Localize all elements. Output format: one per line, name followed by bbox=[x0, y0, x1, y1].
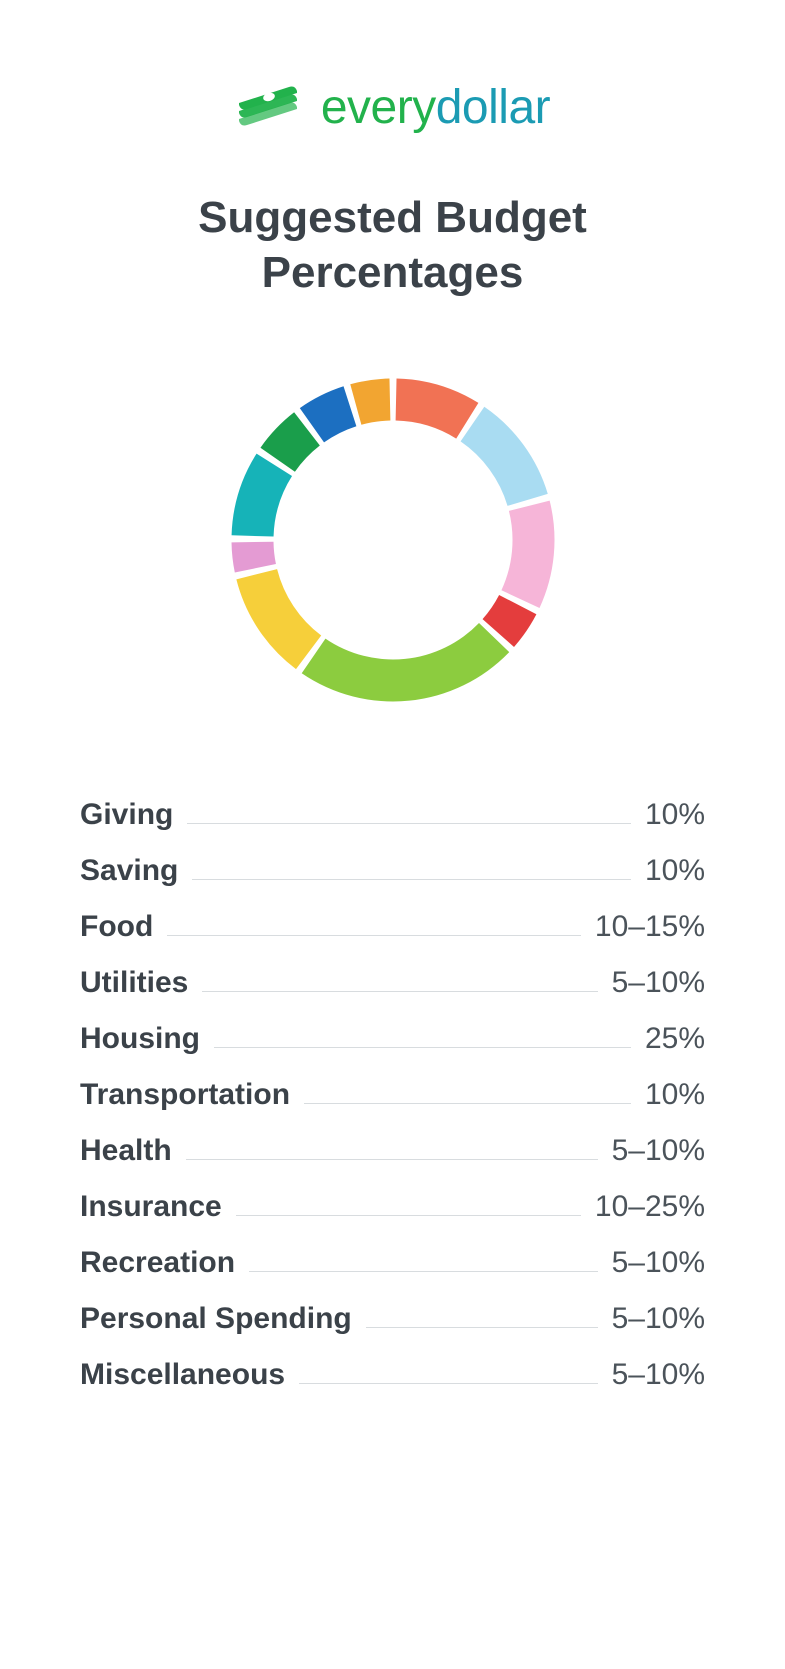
budget-row: Transportation 10% bbox=[80, 1080, 705, 1111]
budget-row-label: Recreation bbox=[80, 1248, 235, 1278]
row-divider bbox=[187, 823, 631, 824]
budget-row-value: 10–15% bbox=[595, 912, 705, 942]
budget-row: Recreation 5–10% bbox=[80, 1248, 705, 1279]
budget-donut-chart bbox=[223, 370, 563, 710]
budget-row: Giving 10% bbox=[80, 800, 705, 831]
page-title: Suggested Budget Percentages bbox=[80, 190, 705, 300]
budget-row: Health 5–10% bbox=[80, 1136, 705, 1167]
budget-row-value: 10–25% bbox=[595, 1192, 705, 1222]
donut-segment-giving bbox=[395, 379, 478, 439]
donut-segment-miscellaneous bbox=[350, 379, 390, 425]
budget-row: Food 10–15% bbox=[80, 912, 705, 943]
budget-row-value: 5–10% bbox=[612, 1136, 705, 1166]
budget-row-label: Transportation bbox=[80, 1080, 290, 1110]
row-divider bbox=[299, 1383, 598, 1384]
row-divider bbox=[214, 1047, 631, 1048]
budget-row-value: 10% bbox=[645, 856, 705, 886]
budget-row-label: Saving bbox=[80, 856, 178, 886]
row-divider bbox=[236, 1215, 581, 1216]
budget-row: Insurance 10–25% bbox=[80, 1192, 705, 1223]
row-divider bbox=[186, 1159, 598, 1160]
budget-row-label: Miscellaneous bbox=[80, 1360, 285, 1390]
logo-text: everydollar bbox=[321, 80, 550, 135]
budget-row: Housing 25% bbox=[80, 1024, 705, 1055]
budget-list: Giving 10% Saving 10% Food 10–15% Utilities 5–1… bbox=[80, 800, 705, 1416]
row-divider bbox=[192, 879, 631, 880]
budget-row-value: 5–10% bbox=[612, 968, 705, 998]
row-divider bbox=[202, 991, 597, 992]
budget-row-value: 5–10% bbox=[612, 1360, 705, 1390]
budget-row-label: Personal Spending bbox=[80, 1304, 352, 1334]
budget-row-value: 25% bbox=[645, 1024, 705, 1054]
budget-row: Personal Spending 5–10% bbox=[80, 1304, 705, 1335]
budget-row-label: Utilities bbox=[80, 968, 188, 998]
money-stack-icon bbox=[235, 81, 307, 134]
donut-segment-transportation bbox=[236, 569, 321, 669]
row-divider bbox=[304, 1103, 631, 1104]
budget-row: Utilities 5–10% bbox=[80, 968, 705, 999]
budget-row-label: Food bbox=[80, 912, 153, 942]
budget-row: Miscellaneous 5–10% bbox=[80, 1360, 705, 1391]
budget-row-label: Insurance bbox=[80, 1192, 222, 1222]
budget-row-value: 5–10% bbox=[612, 1304, 705, 1334]
donut-segment-insurance bbox=[231, 454, 291, 537]
budget-row-label: Housing bbox=[80, 1024, 200, 1054]
logo: everydollar bbox=[235, 80, 550, 135]
budget-row-label: Health bbox=[80, 1136, 172, 1166]
budget-row-value: 10% bbox=[645, 1080, 705, 1110]
donut-segment-health bbox=[231, 542, 275, 573]
donut-segment-saving bbox=[460, 407, 547, 506]
row-divider bbox=[249, 1271, 598, 1272]
donut-segment-food bbox=[501, 501, 554, 608]
logo-text-left: every bbox=[321, 81, 436, 134]
budget-row-value: 10% bbox=[645, 800, 705, 830]
row-divider bbox=[167, 935, 581, 936]
row-divider bbox=[366, 1327, 598, 1328]
budget-row-value: 5–10% bbox=[612, 1248, 705, 1278]
logo-text-right: dollar bbox=[436, 81, 550, 134]
budget-row-label: Giving bbox=[80, 800, 173, 830]
donut-segment-housing bbox=[301, 623, 509, 702]
budget-row: Saving 10% bbox=[80, 856, 705, 887]
